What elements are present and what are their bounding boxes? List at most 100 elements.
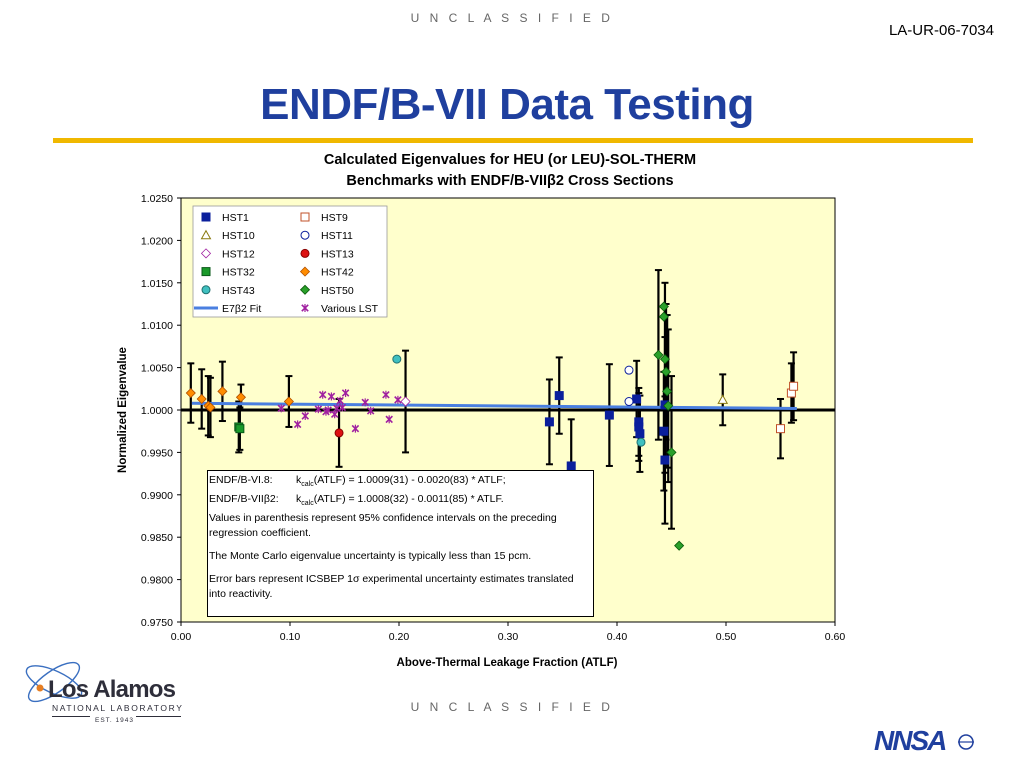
- annotation-line5: Error bars represent ICSBEP 1σ experimen…: [209, 573, 574, 601]
- legend-label-various-lst: Various LST: [321, 303, 379, 315]
- point-hst13: [334, 428, 344, 438]
- point-various-lst: [341, 389, 350, 398]
- legend-label-hst32: HST32: [222, 267, 255, 279]
- x-tick-label: 0.00: [171, 631, 192, 643]
- x-tick-label: 0.50: [716, 631, 737, 643]
- legend-label-hst10: HST10: [222, 230, 255, 242]
- point-various-lst: [314, 405, 323, 414]
- point-hst50: [653, 349, 664, 360]
- annotation-line1-eq: (ATLF) = 1.0009(31) - 0.0020(83) * ATLF;: [313, 474, 506, 486]
- annotation-line2-label: ENDF/B-VIIβ2:: [209, 493, 279, 506]
- point-hst1: [554, 391, 564, 401]
- legend-label-hst13: HST13: [321, 248, 354, 260]
- legend-label-e7-2-fit: E7β2 Fit: [222, 303, 261, 315]
- point-various-lst: [327, 392, 336, 401]
- point-hst42: [196, 393, 207, 405]
- lab-name: Los Alamos: [48, 676, 176, 703]
- point-hst50: [662, 386, 673, 397]
- point-hst9: [789, 381, 799, 391]
- title-underline: [53, 138, 973, 143]
- point-various-lst: [324, 406, 332, 414]
- annotation-line1-label: ENDF/B-VI.8:: [209, 474, 273, 486]
- annotation-line2-sub: calc: [301, 500, 314, 508]
- legend-label-hst1: HST1: [222, 212, 249, 224]
- point-hst50: [658, 311, 669, 322]
- legend-label-hst50: HST50: [321, 285, 354, 297]
- y-tick-label: 0.9800: [141, 575, 173, 587]
- point-hst42: [235, 392, 247, 403]
- point-hst1: [632, 394, 642, 404]
- legend-label-hst12: HST12: [222, 248, 255, 260]
- point-hst50: [663, 400, 674, 411]
- point-hst1: [544, 417, 554, 427]
- point-hst1: [635, 429, 645, 439]
- svg-text:NNSA: NNSA: [874, 725, 946, 756]
- slide-title: ENDF/B-VII Data Testing: [260, 80, 754, 129]
- point-hst1: [660, 455, 670, 465]
- point-various-lst: [318, 390, 327, 399]
- point-various-lst: [301, 411, 310, 420]
- y-tick-label: 1.0200: [141, 235, 173, 247]
- legend-label-hst9: HST9: [321, 212, 348, 224]
- chart-title: Calculated Eigenvalues for HEU (or LEU)-…: [324, 152, 696, 168]
- point-various-lst: [293, 420, 302, 429]
- y-axis-label: Normalized Eigenvalue: [117, 347, 129, 473]
- annotation-line2-eq: (ATLF) = 1.0008(32) - 0.0011(85) * ATLF.: [313, 493, 504, 506]
- legend-swatch-hst9: [300, 212, 310, 222]
- point-various-lst: [385, 415, 393, 424]
- point-hst50: [658, 301, 669, 312]
- legend-swatch-hst50: [299, 284, 311, 295]
- point-hst42: [185, 387, 196, 399]
- y-tick-label: 1.0250: [141, 193, 173, 205]
- point-various-lst: [336, 396, 344, 405]
- point-hst1: [659, 426, 669, 436]
- annotation-line1-k: k: [296, 474, 302, 486]
- point-hst42: [283, 396, 294, 407]
- legend-swatch-hst42: [299, 266, 311, 277]
- y-tick-label: 1.0050: [141, 363, 173, 375]
- point-hst10: [717, 394, 729, 404]
- legend-box: [192, 205, 388, 318]
- point-hst50: [666, 447, 677, 458]
- legend-label-hst42: HST42: [321, 267, 354, 279]
- point-hst11: [624, 397, 634, 407]
- point-various-lst: [361, 398, 369, 407]
- legend-swatch-hst43: [201, 285, 211, 295]
- y-tick-label: 0.9850: [141, 532, 173, 544]
- x-tick-label: 0.60: [825, 631, 846, 643]
- point-hst43: [636, 437, 646, 447]
- point-various-lst: [351, 424, 360, 433]
- point-various-lst: [277, 404, 286, 413]
- lab-subtitle: NATIONAL LABORATORY: [52, 703, 184, 713]
- nnsa-logo: NNSA: [874, 725, 974, 756]
- point-hst9: [776, 424, 785, 434]
- x-axis-label: Above-Thermal Leakage Fraction (ATLF): [397, 657, 618, 669]
- point-various-lst: [394, 395, 402, 404]
- point-various-lst: [382, 390, 390, 399]
- x-tick-label: 0.20: [389, 631, 410, 643]
- annotation-line1-sub: calc: [301, 481, 314, 489]
- point-hst1: [566, 461, 576, 471]
- annotation-line4: The Monte Carlo eigenvalue uncertainty i…: [209, 550, 532, 563]
- x-tick-label: 0.30: [498, 631, 519, 643]
- lab-est-rule-left: [52, 716, 90, 717]
- y-tick-label: 1.0150: [141, 278, 173, 290]
- legend-swatch-various-lst: [301, 304, 309, 312]
- point-hst43: [392, 354, 402, 364]
- legend-swatch-hst1: [201, 212, 211, 222]
- legend-swatch-hst13: [300, 248, 310, 258]
- document-id: LA-UR-06-7034: [888, 22, 994, 39]
- legend-label-hst11: HST11: [321, 230, 353, 242]
- annotation-line3: Values in parenthesis represent 95% conf…: [209, 512, 557, 540]
- point-hst32: [235, 424, 245, 434]
- point-hst42: [205, 402, 216, 413]
- y-tick-label: 0.9950: [141, 447, 173, 459]
- los-alamos-logo: [25, 661, 83, 703]
- point-various-lst: [338, 403, 347, 412]
- y-tick-label: 1.0000: [141, 405, 173, 417]
- fit-line: [191, 401, 797, 410]
- lab-established: EST. 1943: [95, 717, 134, 724]
- legend-swatch-hst32: [201, 267, 211, 277]
- classification-bottom: U N C L A S S I F I E D: [410, 700, 614, 714]
- point-hst42: [217, 386, 228, 397]
